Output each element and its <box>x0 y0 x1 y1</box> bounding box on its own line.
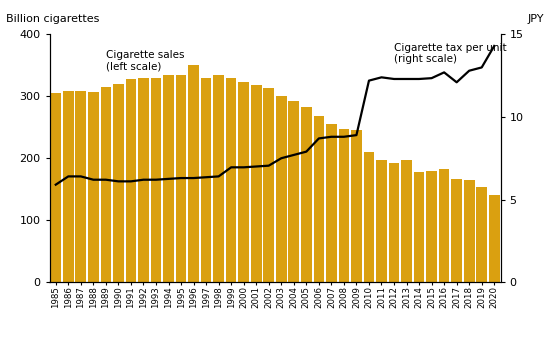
Text: Billion cigarettes: Billion cigarettes <box>6 14 99 24</box>
Bar <box>314 116 324 282</box>
Bar <box>389 163 399 282</box>
Bar <box>163 75 174 282</box>
Bar <box>339 129 349 282</box>
Bar <box>376 160 387 282</box>
Bar <box>288 101 299 282</box>
Bar <box>188 65 199 282</box>
Bar <box>489 195 499 282</box>
Bar <box>401 160 412 282</box>
Bar <box>63 91 74 282</box>
Bar <box>138 78 149 282</box>
Bar <box>75 91 86 282</box>
Bar <box>251 85 262 282</box>
Bar <box>364 152 375 282</box>
Bar <box>226 78 236 282</box>
Bar <box>351 130 362 282</box>
Bar <box>426 171 437 282</box>
Bar <box>414 172 425 282</box>
Bar <box>276 96 287 282</box>
Bar <box>201 78 211 282</box>
Bar <box>439 169 449 282</box>
Bar <box>464 180 475 282</box>
Bar <box>238 82 249 282</box>
Bar <box>51 93 61 282</box>
Text: Cigarette tax per unit
(right scale): Cigarette tax per unit (right scale) <box>394 43 507 64</box>
Bar <box>326 124 337 282</box>
Bar <box>263 88 274 282</box>
Bar <box>452 179 462 282</box>
Text: JPY: JPY <box>528 14 544 24</box>
Bar <box>113 84 124 282</box>
Bar <box>476 187 487 282</box>
Text: Cigarette sales
(left scale): Cigarette sales (left scale) <box>106 50 184 72</box>
Bar <box>101 87 111 282</box>
Bar <box>175 75 186 282</box>
Bar <box>301 107 312 282</box>
Bar <box>213 75 224 282</box>
Bar <box>125 79 136 282</box>
Bar <box>88 92 98 282</box>
Bar <box>151 78 161 282</box>
